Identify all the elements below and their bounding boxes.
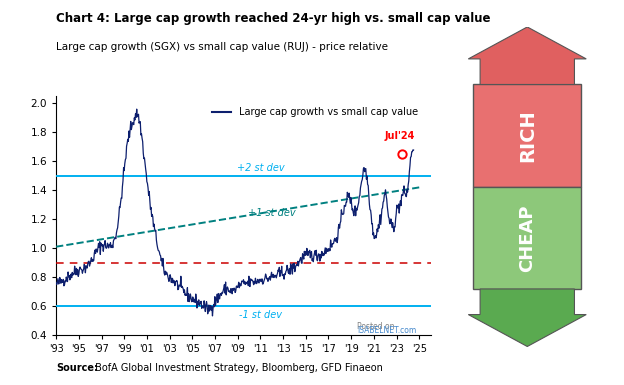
Text: ISABELNET.com: ISABELNET.com [357,326,416,335]
Polygon shape [468,289,586,346]
Text: CHEAP: CHEAP [519,204,536,271]
Polygon shape [468,27,586,84]
Text: Large cap growth (SGX) vs small cap value (RUJ) - price relative: Large cap growth (SGX) vs small cap valu… [56,42,388,52]
Text: +1 st dev: +1 st dev [248,208,296,218]
Bar [474,84,581,187]
Text: Chart 4: Large cap growth reached 24-yr high vs. small cap value: Chart 4: Large cap growth reached 24-yr … [56,12,490,25]
Text: RICH: RICH [518,109,537,162]
Text: Source:: Source: [56,363,98,373]
Text: BofA Global Investment Strategy, Bloomberg, GFD Finaeon: BofA Global Investment Strategy, Bloombe… [92,363,383,373]
Text: -1 st dev: -1 st dev [239,310,282,320]
Text: +2 st dev: +2 st dev [236,163,284,173]
Text: Posted on: Posted on [357,321,394,331]
Bar [474,187,581,289]
Legend: Large cap growth vs small cap value: Large cap growth vs small cap value [208,104,422,121]
Text: Jul'24: Jul'24 [385,131,415,141]
